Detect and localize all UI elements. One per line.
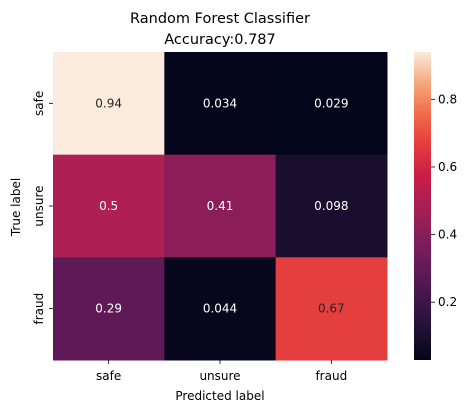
chart-subtitle: Accuracy:0.787 [164, 32, 276, 48]
colorbar-tick-label: 0.2 [438, 295, 457, 309]
heatmap-cell [275, 257, 388, 361]
heatmap-cell-labels: 0.94 0.034 0.029 0.5 0.41 0.098 0.29 0.044 0.67 [95, 96, 348, 315]
y-axis-ticks: safe unsure fraud [32, 91, 53, 325]
chart-title: Random Forest Classifier [130, 11, 310, 27]
x-tick-label: safe [96, 369, 121, 383]
heatmap-cell [53, 52, 165, 156]
heatmap-cells [53, 52, 388, 361]
x-tick-label: unsure [199, 369, 240, 383]
cell-value-label: 0.044 [203, 302, 237, 316]
y-tick-label: unsure [32, 185, 46, 226]
x-tick-label: fraud [315, 369, 347, 383]
colorbar-tick-label: 0.8 [438, 92, 457, 106]
heatmap-cell [275, 52, 388, 156]
colorbar-tick-label: 0.4 [438, 228, 457, 242]
y-axis-label: True label [9, 178, 23, 237]
colorbar-tick-label: 0.6 [438, 160, 457, 174]
y-tick-label: fraud [32, 293, 46, 325]
cell-value-label: 0.94 [95, 96, 122, 110]
cell-value-label: 0.29 [95, 302, 122, 316]
cell-value-label: 0.034 [203, 96, 237, 110]
y-tick-label: safe [32, 91, 46, 116]
cell-value-label: 0.098 [314, 199, 348, 213]
cell-value-label: 0.029 [314, 96, 348, 110]
cell-value-label: 0.5 [99, 199, 118, 213]
x-axis-ticks: safe unsure fraud [96, 360, 347, 383]
cell-value-label: 0.41 [207, 199, 234, 213]
colorbar [414, 52, 431, 360]
heatmap-cell [53, 154, 165, 258]
cell-value-label: 0.67 [318, 302, 345, 316]
heatmap-cell [164, 52, 277, 156]
x-axis-label: Predicted label [175, 389, 264, 403]
heatmap-cell [275, 154, 388, 258]
heatmap-cell [164, 154, 277, 258]
heatmap-cell [164, 257, 277, 361]
heatmap-cell [53, 257, 165, 361]
colorbar-ticks: 0.2 0.4 0.6 0.8 [431, 92, 457, 309]
